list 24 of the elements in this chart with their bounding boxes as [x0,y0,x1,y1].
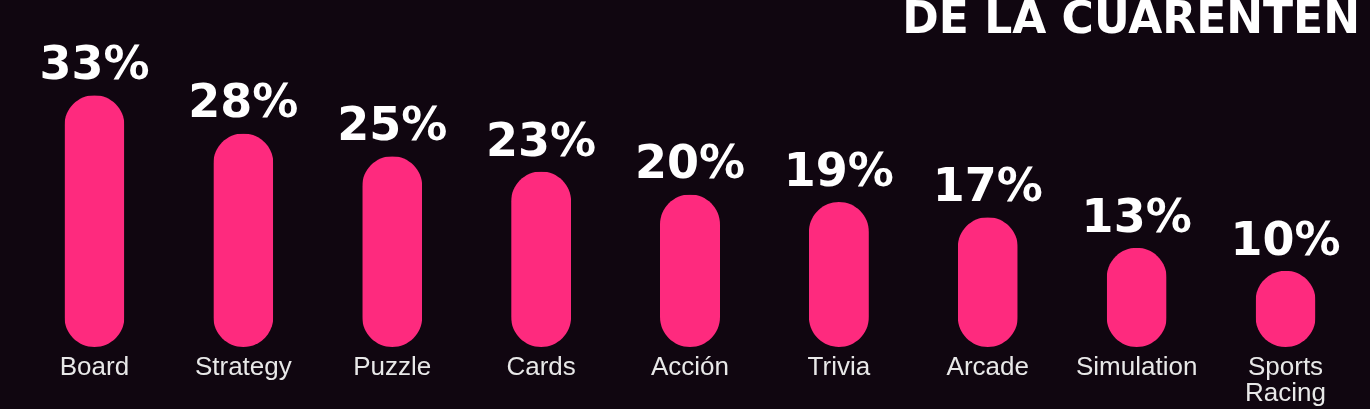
data-label: 19% [783,143,894,198]
x-tick-label: Simulation [1075,350,1198,381]
chart-title: DE LA CUARENTEN [902,0,1360,44]
x-tick-label: Strategy [194,350,292,381]
x-tick-label: Puzzle [353,350,432,381]
x-tick-label: Arcade [946,350,1029,381]
x-tick-label: Trivia [807,350,871,381]
data-label: 13% [1081,188,1192,243]
bar [213,133,274,347]
bar [660,194,720,347]
x-tick-label: Sports Racing [1245,350,1327,407]
x-tick-label: Cards [506,350,576,381]
bar [64,95,125,347]
bar [511,171,572,347]
data-label: 10% [1230,211,1341,266]
data-label: 33% [39,36,150,91]
data-label: 28% [188,74,299,129]
data-label: 20% [634,135,746,190]
x-tick-label: Board [59,350,130,381]
data-label: 25% [337,97,448,152]
data-label: 17% [932,158,1043,213]
x-tick-label: Acción [650,350,730,381]
data-label: 23% [486,112,597,167]
bar [362,156,423,347]
